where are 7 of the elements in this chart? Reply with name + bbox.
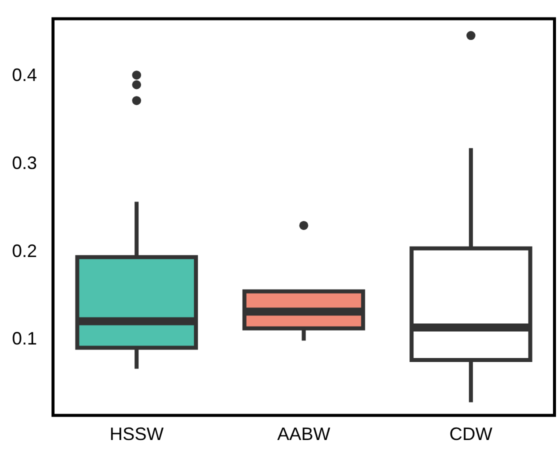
x-tick-label: CDW — [449, 424, 492, 444]
y-tick-label: 0.4 — [12, 64, 38, 85]
x-tick-label: HSSW — [110, 424, 164, 444]
x-tick-label: AABW — [277, 424, 330, 444]
y-tick-label: 0.3 — [12, 152, 38, 173]
y-tick-label: 0.1 — [12, 328, 38, 349]
y-tick-label: 0.2 — [12, 240, 38, 261]
